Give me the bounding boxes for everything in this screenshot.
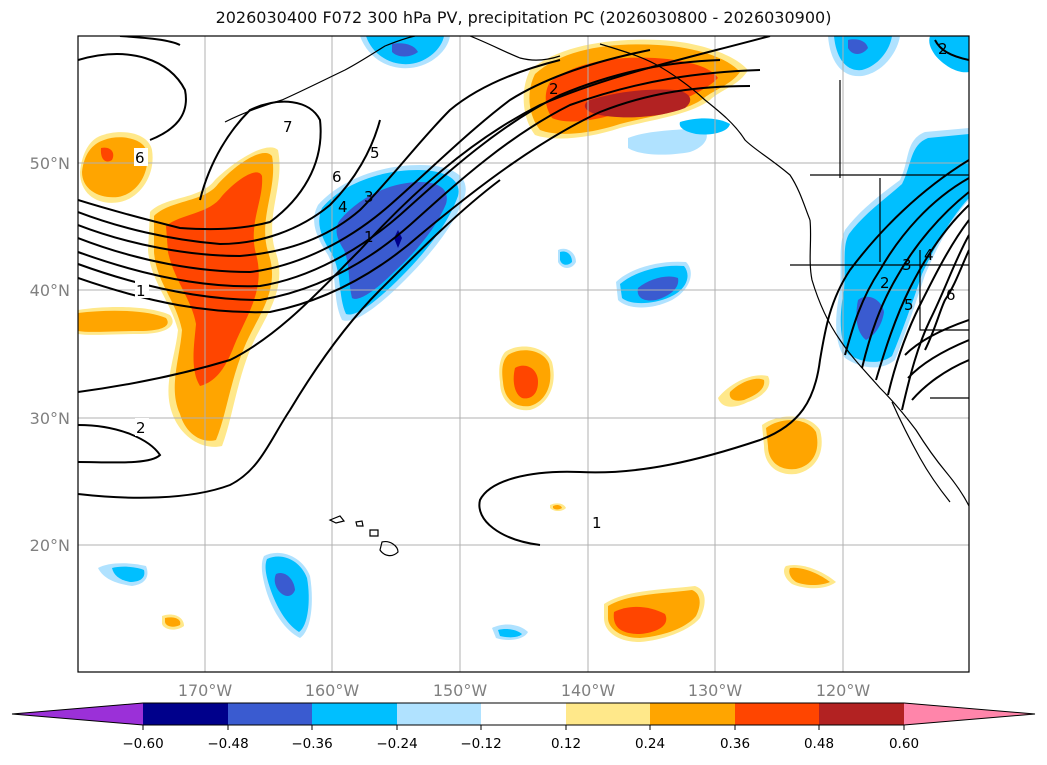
pv-label: 5 [904, 296, 914, 314]
pv-label: 6 [332, 168, 342, 186]
pv-label: 1 [136, 282, 146, 300]
pv-label: 2 [549, 80, 559, 98]
lon-label-130w: 130°W [688, 681, 743, 700]
lat-label-20n: 20°N [30, 536, 70, 555]
map-frame [77, 35, 970, 673]
pv-label: 1 [592, 514, 602, 532]
lat-label-50n: 50°N [30, 154, 70, 173]
colorbar-tick: 0.24 [635, 736, 665, 752]
colorbar-tick: −0.36 [291, 736, 332, 752]
colorbar-segment [650, 703, 735, 725]
pv-label: 2 [880, 274, 890, 292]
pv-label: 6 [135, 149, 145, 167]
lon-label-170w: 170°W [178, 681, 233, 700]
pv-label: 4 [924, 246, 934, 264]
colorbar-segment [481, 703, 566, 725]
pv-label: 3 [364, 188, 374, 206]
pv-label: 3 [902, 256, 912, 274]
pv-label: 2 [938, 40, 948, 58]
colorbar-tick: −0.12 [460, 736, 501, 752]
lon-label-150w: 150°W [433, 681, 488, 700]
colorbar-segment [228, 703, 312, 725]
colorbar-segment [735, 703, 819, 725]
pv-contours [78, 36, 969, 546]
pv-label: 5 [370, 144, 380, 162]
colorbar-tick: 0.36 [720, 736, 750, 752]
longitude-axis: 170°W 160°W 150°W 140°W 130°W 120°W [178, 681, 871, 700]
colorbar-tick: 0.48 [804, 736, 834, 752]
colorbar-segment [397, 703, 481, 725]
pv-label: 6 [946, 286, 956, 304]
colorbar-extend-max [904, 703, 1035, 725]
pv-label: 2 [136, 419, 146, 437]
pv-label: 1 [364, 228, 374, 246]
lat-label-30n: 30°N [30, 409, 70, 428]
pv-label: 4 [338, 198, 348, 216]
colorbar-segment [819, 703, 904, 725]
map-title: 2026030400 F072 300 hPa PV, precipitatio… [215, 8, 832, 27]
lon-label-140w: 140°W [561, 681, 616, 700]
colorbar-segment [566, 703, 650, 725]
colorbar-tick: −0.60 [122, 736, 163, 752]
coastlines [224, 36, 969, 557]
colorbar-segment [312, 703, 397, 725]
colorbar-tick: 0.12 [551, 736, 581, 752]
lon-label-120w: 120°W [816, 681, 871, 700]
colorbar-tick: −0.48 [207, 736, 248, 752]
pv-label: 7 [283, 118, 293, 136]
colorbar-extend-min [12, 703, 143, 725]
colorbar-segment [143, 703, 228, 725]
precip-shading [78, 36, 969, 642]
colorbar-tick: 0.60 [889, 736, 919, 752]
colorbar: −0.60 −0.48 −0.36 −0.24 −0.12 0.12 0.24 … [11, 702, 1036, 752]
lat-label-40n: 40°N [30, 281, 70, 300]
lon-label-160w: 160°W [305, 681, 360, 700]
colorbar-tick: −0.24 [376, 736, 417, 752]
latitude-axis: 50°N 40°N 30°N 20°N [30, 154, 70, 555]
pv-contour-labels: 6 1 2 7 6 5 4 3 1 2 1 2 3 4 5 6 2 [134, 40, 956, 532]
